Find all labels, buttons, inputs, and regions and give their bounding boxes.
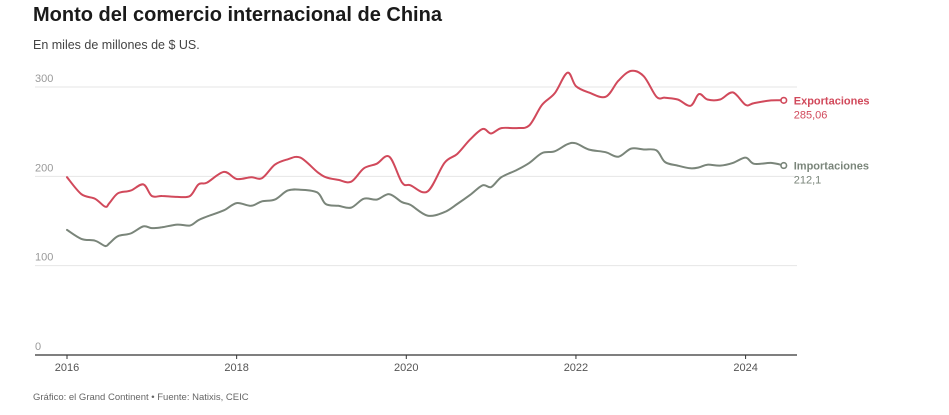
imports-series-label: Importaciones <box>794 161 869 173</box>
x-tick-label: 2020 <box>394 362 418 374</box>
chart-subtitle: En miles de millones de $ US. <box>33 38 200 52</box>
exports-series-line <box>66 69 785 208</box>
y-tick-label: 0 <box>35 341 41 353</box>
y-tick-label: 100 <box>35 252 53 264</box>
exports-end-marker <box>780 96 788 104</box>
chart-title: Monto del comercio internacional de Chin… <box>33 4 442 26</box>
exports-series-label: Exportaciones <box>794 95 870 107</box>
x-tick-label: 2024 <box>733 362 757 374</box>
imports-end-value: 212,1 <box>794 175 822 187</box>
exports-end-value: 285,06 <box>794 109 828 121</box>
y-tick-label: 200 <box>35 162 53 174</box>
x-tick-label: 2022 <box>564 362 588 374</box>
x-tick-label: 2016 <box>55 362 79 374</box>
imports-series-line <box>66 141 785 248</box>
x-tick-label: 2018 <box>224 362 248 374</box>
chart-footer: Gráfico: el Grand Continent • Fuente: Na… <box>33 392 249 403</box>
y-tick-label: 300 <box>35 73 53 85</box>
imports-end-marker <box>780 161 788 170</box>
